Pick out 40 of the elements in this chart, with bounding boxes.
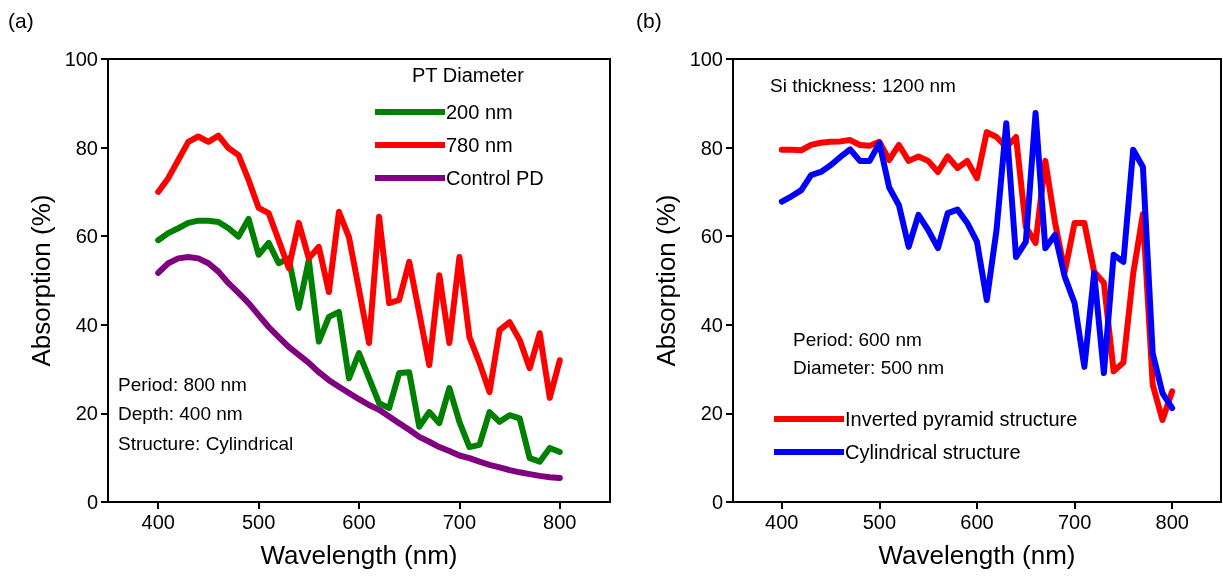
annotation: Period: 600 nm: [793, 329, 922, 350]
text: (b): [636, 9, 662, 32]
y-tick-label: 100: [64, 48, 98, 70]
annotation: Si thickness: 1200 nm: [770, 75, 956, 96]
x-tick-label: 800: [1155, 511, 1189, 533]
x-tick-label: 600: [342, 511, 376, 533]
y-tick-label: 20: [75, 402, 98, 425]
legend-label: Control PD: [446, 167, 544, 189]
x-tick-label: 400: [141, 511, 175, 533]
x-tick-label: 400: [765, 511, 799, 533]
x-tick-label: 500: [241, 511, 276, 533]
legend-title: PT Diameter: [412, 64, 525, 86]
y-tick-label: 60: [700, 225, 723, 248]
x-tick-label: 500: [862, 511, 897, 533]
annotation: Period: 800 nm: [118, 374, 247, 395]
y-tick-label: 80: [700, 136, 723, 159]
legend-label: Cylindrical structure: [845, 441, 1021, 463]
x-tick-label: 600: [960, 511, 994, 533]
legend-label: Inverted pyramid structure: [845, 408, 1078, 430]
annotation: Depth: 400 nm: [118, 403, 243, 424]
annotation: Structure: Cylindrical: [118, 433, 294, 454]
y-axis-title: Absorption (%): [650, 194, 681, 367]
legend-label: 200 nm: [446, 101, 513, 123]
x-tick-label: 700: [442, 511, 477, 533]
y-tick-label: 60: [75, 225, 98, 248]
y-tick-label: 80: [75, 136, 98, 159]
y-tick-label: 0: [86, 491, 98, 513]
annotation: Diameter: 500 nm: [793, 357, 945, 378]
y-axis-title: Absorption (%): [25, 194, 56, 367]
y-tick-label: 40: [75, 313, 98, 336]
text: (a): [8, 9, 34, 32]
x-tick-label: 800: [543, 511, 577, 533]
y-tick-label: 100: [689, 48, 723, 70]
x-axis-title: Wavelength (nm): [878, 540, 1076, 570]
x-tick-label: 700: [1057, 511, 1092, 533]
legend-label: 780 nm: [446, 134, 513, 156]
y-tick-label: 20: [700, 402, 723, 425]
x-axis-title: Wavelength (nm): [260, 540, 458, 570]
y-tick-label: 0: [711, 491, 723, 513]
y-tick-label: 40: [700, 313, 723, 336]
